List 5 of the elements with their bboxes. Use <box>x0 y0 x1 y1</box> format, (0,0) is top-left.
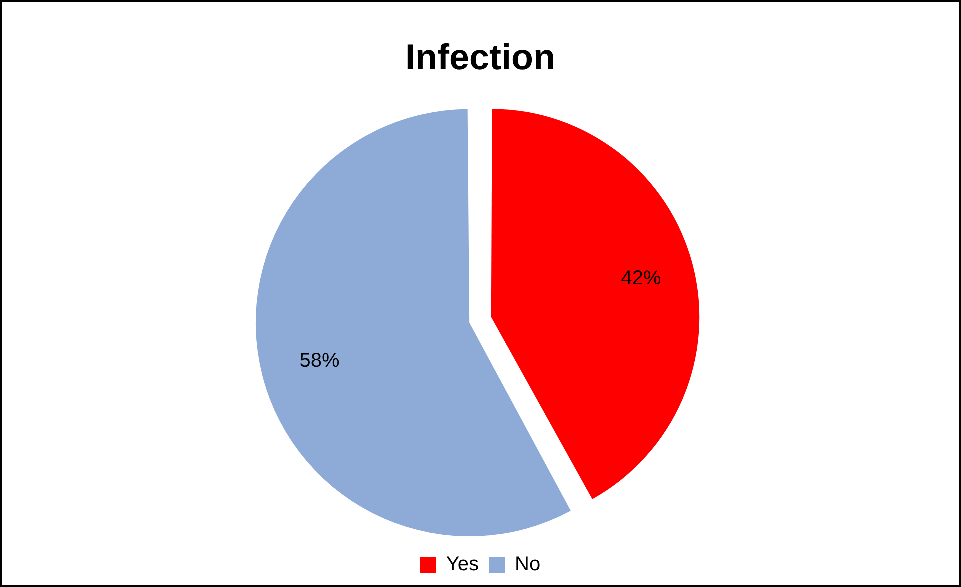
data-label: 58% <box>300 350 340 372</box>
chart-title: Infection <box>406 36 556 78</box>
data-label: 42% <box>621 267 662 290</box>
legend-label: No <box>515 554 541 576</box>
legend-label: Yes <box>446 554 480 576</box>
